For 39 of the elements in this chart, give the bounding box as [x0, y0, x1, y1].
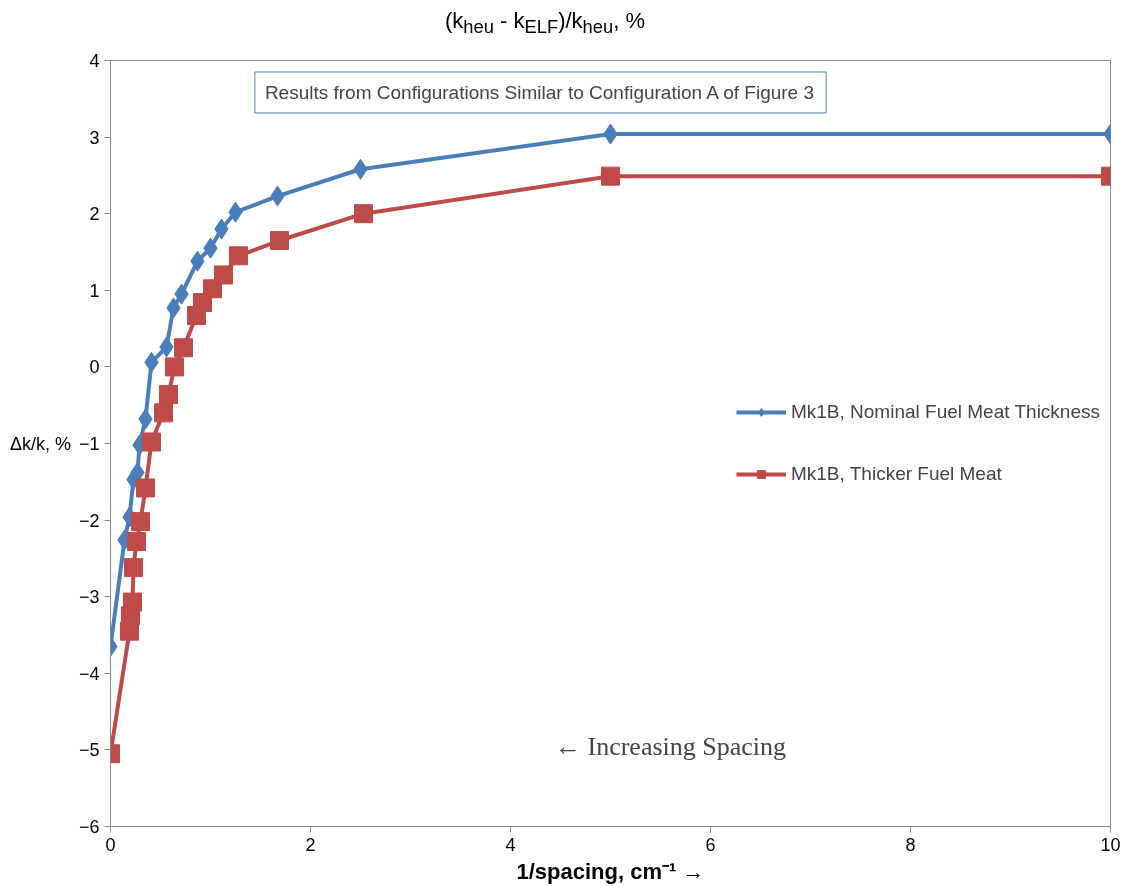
point [354, 204, 373, 224]
y-tick-label: −2 [78, 510, 100, 531]
y-tick-label: −4 [78, 663, 100, 684]
x-tick-label: 6 [705, 834, 716, 855]
y-tick-label: 4 [89, 51, 100, 71]
y-tick-label: 3 [89, 127, 100, 148]
point [601, 166, 620, 186]
y-tick-label: 1 [89, 280, 100, 301]
x-tick-label: 2 [305, 834, 316, 855]
legend-label: Mk1B, Nominal Fuel Meat Thickness [790, 401, 1100, 423]
point [165, 357, 184, 377]
x-tick-label: 10 [1100, 834, 1121, 855]
point [159, 384, 178, 404]
point [123, 592, 142, 612]
point [214, 265, 233, 285]
point [136, 478, 155, 498]
y-tick-label: −3 [78, 587, 100, 608]
point [174, 338, 193, 358]
point [124, 558, 143, 578]
annotation: Results from Configurations Similar to Configuration A of Figure 3 [264, 81, 815, 103]
y-tick-label: −5 [78, 740, 100, 761]
y-axis-title: Δk/k, % [9, 433, 71, 454]
x-tick-label: 4 [505, 834, 516, 855]
y-tick-label: 2 [89, 204, 100, 225]
x-tick-label: 0 [105, 834, 116, 855]
point [142, 432, 161, 452]
point [127, 532, 146, 552]
point [131, 512, 150, 532]
legend-label: Mk1B, Thicker Fuel Meat [790, 463, 1002, 485]
annotation: ← Increasing Spacing [554, 732, 787, 761]
y-tick-label: −6 [78, 817, 100, 837]
y-tick-label: −1 [78, 434, 100, 454]
chart-title: (k$_{heu}$ - k$_{ELF}$)/k$_{heu}$, % [444, 7, 646, 40]
point [154, 403, 173, 423]
x-tick-label: 8 [905, 834, 916, 855]
x-axis-title: 1/spacing, cm⁻¹ → [516, 858, 705, 884]
y-tick-label: 0 [89, 357, 100, 378]
point [270, 231, 289, 251]
point [229, 246, 248, 266]
